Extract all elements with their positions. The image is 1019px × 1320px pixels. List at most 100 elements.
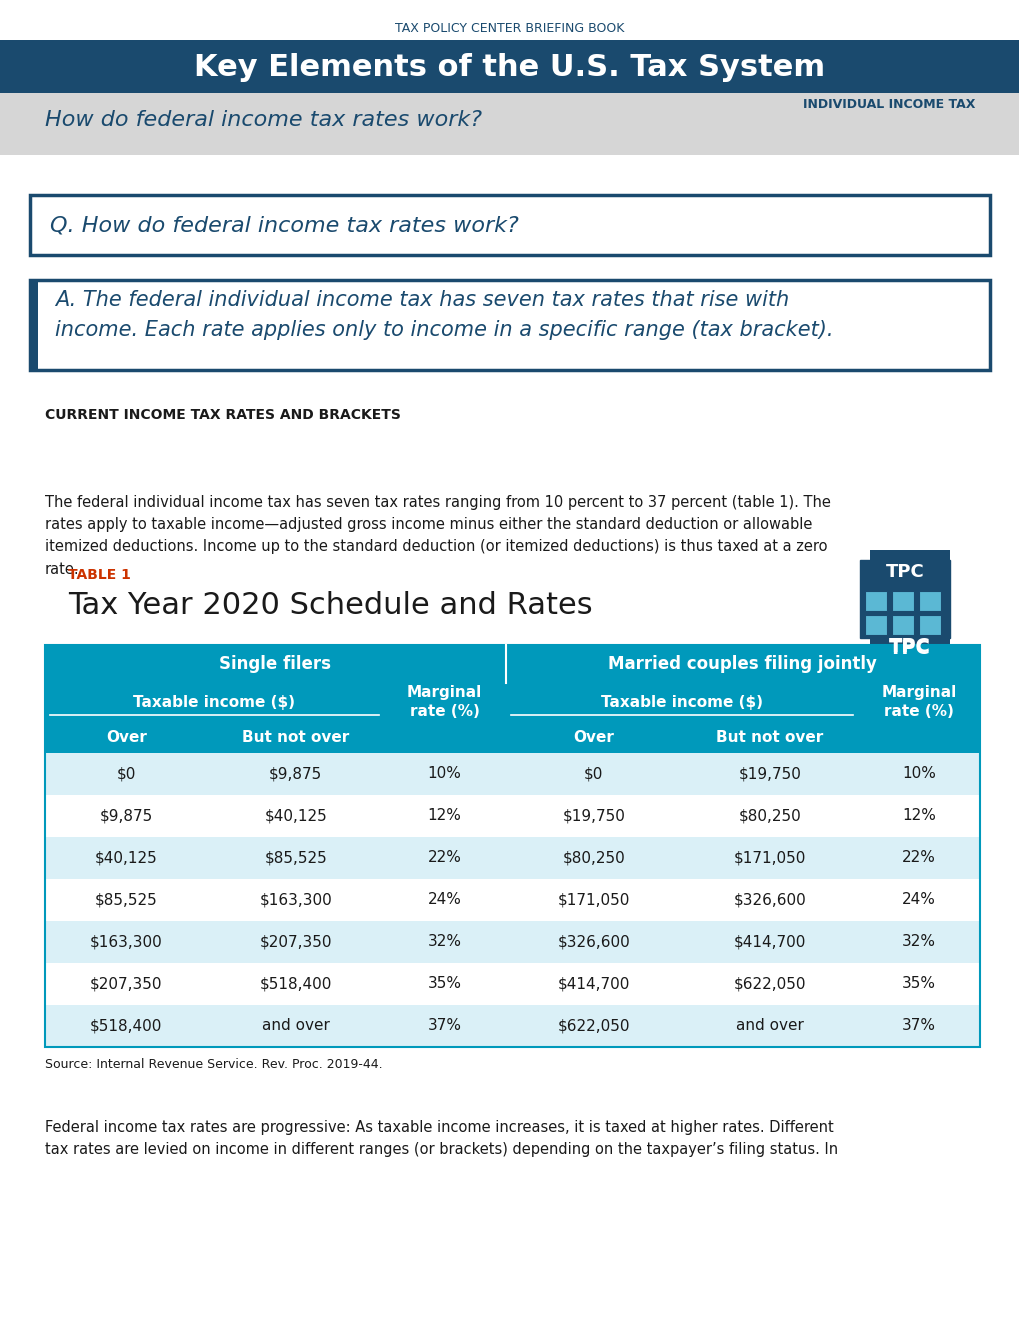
Bar: [864, 591, 887, 611]
Text: $518,400: $518,400: [90, 1019, 162, 1034]
Bar: [45, 645, 979, 682]
Bar: [859, 561, 949, 583]
Text: $207,350: $207,350: [259, 935, 331, 949]
Bar: [45, 964, 979, 1005]
Bar: [897, 609, 915, 622]
Text: CURRENT INCOME TAX RATES AND BRACKETS: CURRENT INCOME TAX RATES AND BRACKETS: [45, 408, 400, 422]
Text: $9,875: $9,875: [100, 808, 153, 824]
Text: 24%: 24%: [901, 892, 935, 908]
Bar: [919, 590, 937, 605]
Text: 22%: 22%: [901, 850, 935, 866]
Text: $0: $0: [116, 767, 136, 781]
Bar: [45, 795, 979, 837]
Text: $80,250: $80,250: [561, 850, 625, 866]
Text: and over: and over: [262, 1019, 329, 1034]
Bar: [919, 572, 937, 586]
Text: 12%: 12%: [901, 808, 935, 824]
Text: But not over: But not over: [715, 730, 822, 744]
Text: $326,600: $326,600: [556, 935, 630, 949]
Bar: [897, 572, 915, 586]
Text: Tax Year 2020 Schedule and Rates: Tax Year 2020 Schedule and Rates: [68, 590, 592, 619]
Text: 35%: 35%: [901, 977, 935, 991]
Bar: [0, 92, 1019, 154]
Text: Single filers: Single filers: [219, 655, 331, 673]
Text: 24%: 24%: [427, 892, 462, 908]
Text: Married couples filing jointly: Married couples filing jointly: [607, 655, 876, 673]
Bar: [45, 879, 979, 921]
Text: $518,400: $518,400: [259, 977, 331, 991]
Text: Over: Over: [106, 730, 147, 744]
Text: $40,125: $40,125: [264, 808, 327, 824]
Text: Taxable income ($): Taxable income ($): [133, 694, 296, 710]
Bar: [875, 609, 893, 622]
Text: Q. How do federal income tax rates work?: Q. How do federal income tax rates work?: [50, 215, 519, 235]
Text: $80,250: $80,250: [738, 808, 801, 824]
Text: 37%: 37%: [901, 1019, 935, 1034]
Bar: [45, 837, 979, 879]
Text: $622,050: $622,050: [733, 977, 805, 991]
Text: 22%: 22%: [427, 850, 462, 866]
Bar: [892, 615, 913, 635]
Bar: [30, 280, 38, 370]
Text: 32%: 32%: [901, 935, 935, 949]
Bar: [45, 1005, 979, 1047]
Text: Key Elements of the U.S. Tax System: Key Elements of the U.S. Tax System: [195, 54, 824, 82]
Bar: [918, 591, 941, 611]
Bar: [45, 921, 979, 964]
Bar: [864, 615, 887, 635]
Bar: [0, 40, 1019, 95]
Text: $171,050: $171,050: [557, 892, 630, 908]
Bar: [45, 752, 979, 795]
Text: Taxable income ($): Taxable income ($): [600, 694, 762, 710]
Text: A. The federal individual income tax has seven tax rates that rise with
income. : A. The federal individual income tax has…: [55, 290, 833, 339]
Text: $326,600: $326,600: [733, 892, 806, 908]
Text: and over: and over: [736, 1019, 803, 1034]
Text: INDIVIDUAL INCOME TAX: INDIVIDUAL INCOME TAX: [802, 99, 974, 111]
Text: The federal individual income tax has seven tax rates ranging from 10 percent to: The federal individual income tax has se…: [45, 495, 830, 577]
Text: $622,050: $622,050: [557, 1019, 630, 1034]
Text: $207,350: $207,350: [90, 977, 162, 991]
Text: $85,525: $85,525: [264, 850, 327, 866]
Text: $40,125: $40,125: [95, 850, 158, 866]
Text: 32%: 32%: [427, 935, 462, 949]
Bar: [897, 590, 915, 605]
Text: How do federal income tax rates work?: How do federal income tax rates work?: [45, 110, 482, 129]
FancyBboxPatch shape: [30, 195, 989, 255]
Text: Source: Internal Revenue Service. Rev. Proc. 2019-44.: Source: Internal Revenue Service. Rev. P…: [45, 1059, 382, 1072]
Bar: [875, 572, 893, 586]
Text: TAX POLICY CENTER BRIEFING BOOK: TAX POLICY CENTER BRIEFING BOOK: [395, 21, 624, 34]
Text: Marginal
rate (%): Marginal rate (%): [407, 685, 482, 719]
Text: Marginal
rate (%): Marginal rate (%): [880, 685, 956, 719]
Text: 10%: 10%: [901, 767, 935, 781]
Text: $414,700: $414,700: [733, 935, 805, 949]
Text: Over: Over: [573, 730, 613, 744]
Bar: [919, 609, 937, 622]
Text: 12%: 12%: [427, 808, 462, 824]
Bar: [918, 615, 941, 635]
Text: TPC: TPC: [889, 639, 930, 657]
Text: $19,750: $19,750: [738, 767, 801, 781]
Text: 35%: 35%: [427, 977, 462, 991]
Bar: [875, 590, 893, 605]
Bar: [892, 591, 913, 611]
Text: TPC: TPC: [884, 564, 923, 581]
Bar: [45, 682, 979, 721]
Text: $163,300: $163,300: [90, 935, 162, 949]
Text: $171,050: $171,050: [733, 850, 805, 866]
Text: 10%: 10%: [427, 767, 462, 781]
Text: $19,750: $19,750: [561, 808, 625, 824]
FancyBboxPatch shape: [30, 280, 989, 370]
Bar: [869, 550, 949, 630]
Text: TABLE 1: TABLE 1: [68, 568, 130, 582]
Text: Federal income tax rates are progressive: As taxable income increases, it is tax: Federal income tax rates are progressive…: [45, 1119, 838, 1158]
Text: $85,525: $85,525: [95, 892, 158, 908]
Text: TPC: TPC: [889, 636, 930, 656]
Bar: [45, 721, 979, 752]
Text: $163,300: $163,300: [259, 892, 332, 908]
Bar: [859, 560, 949, 638]
Text: But not over: But not over: [242, 730, 348, 744]
Text: 37%: 37%: [427, 1019, 462, 1034]
Text: $414,700: $414,700: [557, 977, 630, 991]
Text: $0: $0: [584, 767, 603, 781]
Bar: [45, 645, 979, 1047]
